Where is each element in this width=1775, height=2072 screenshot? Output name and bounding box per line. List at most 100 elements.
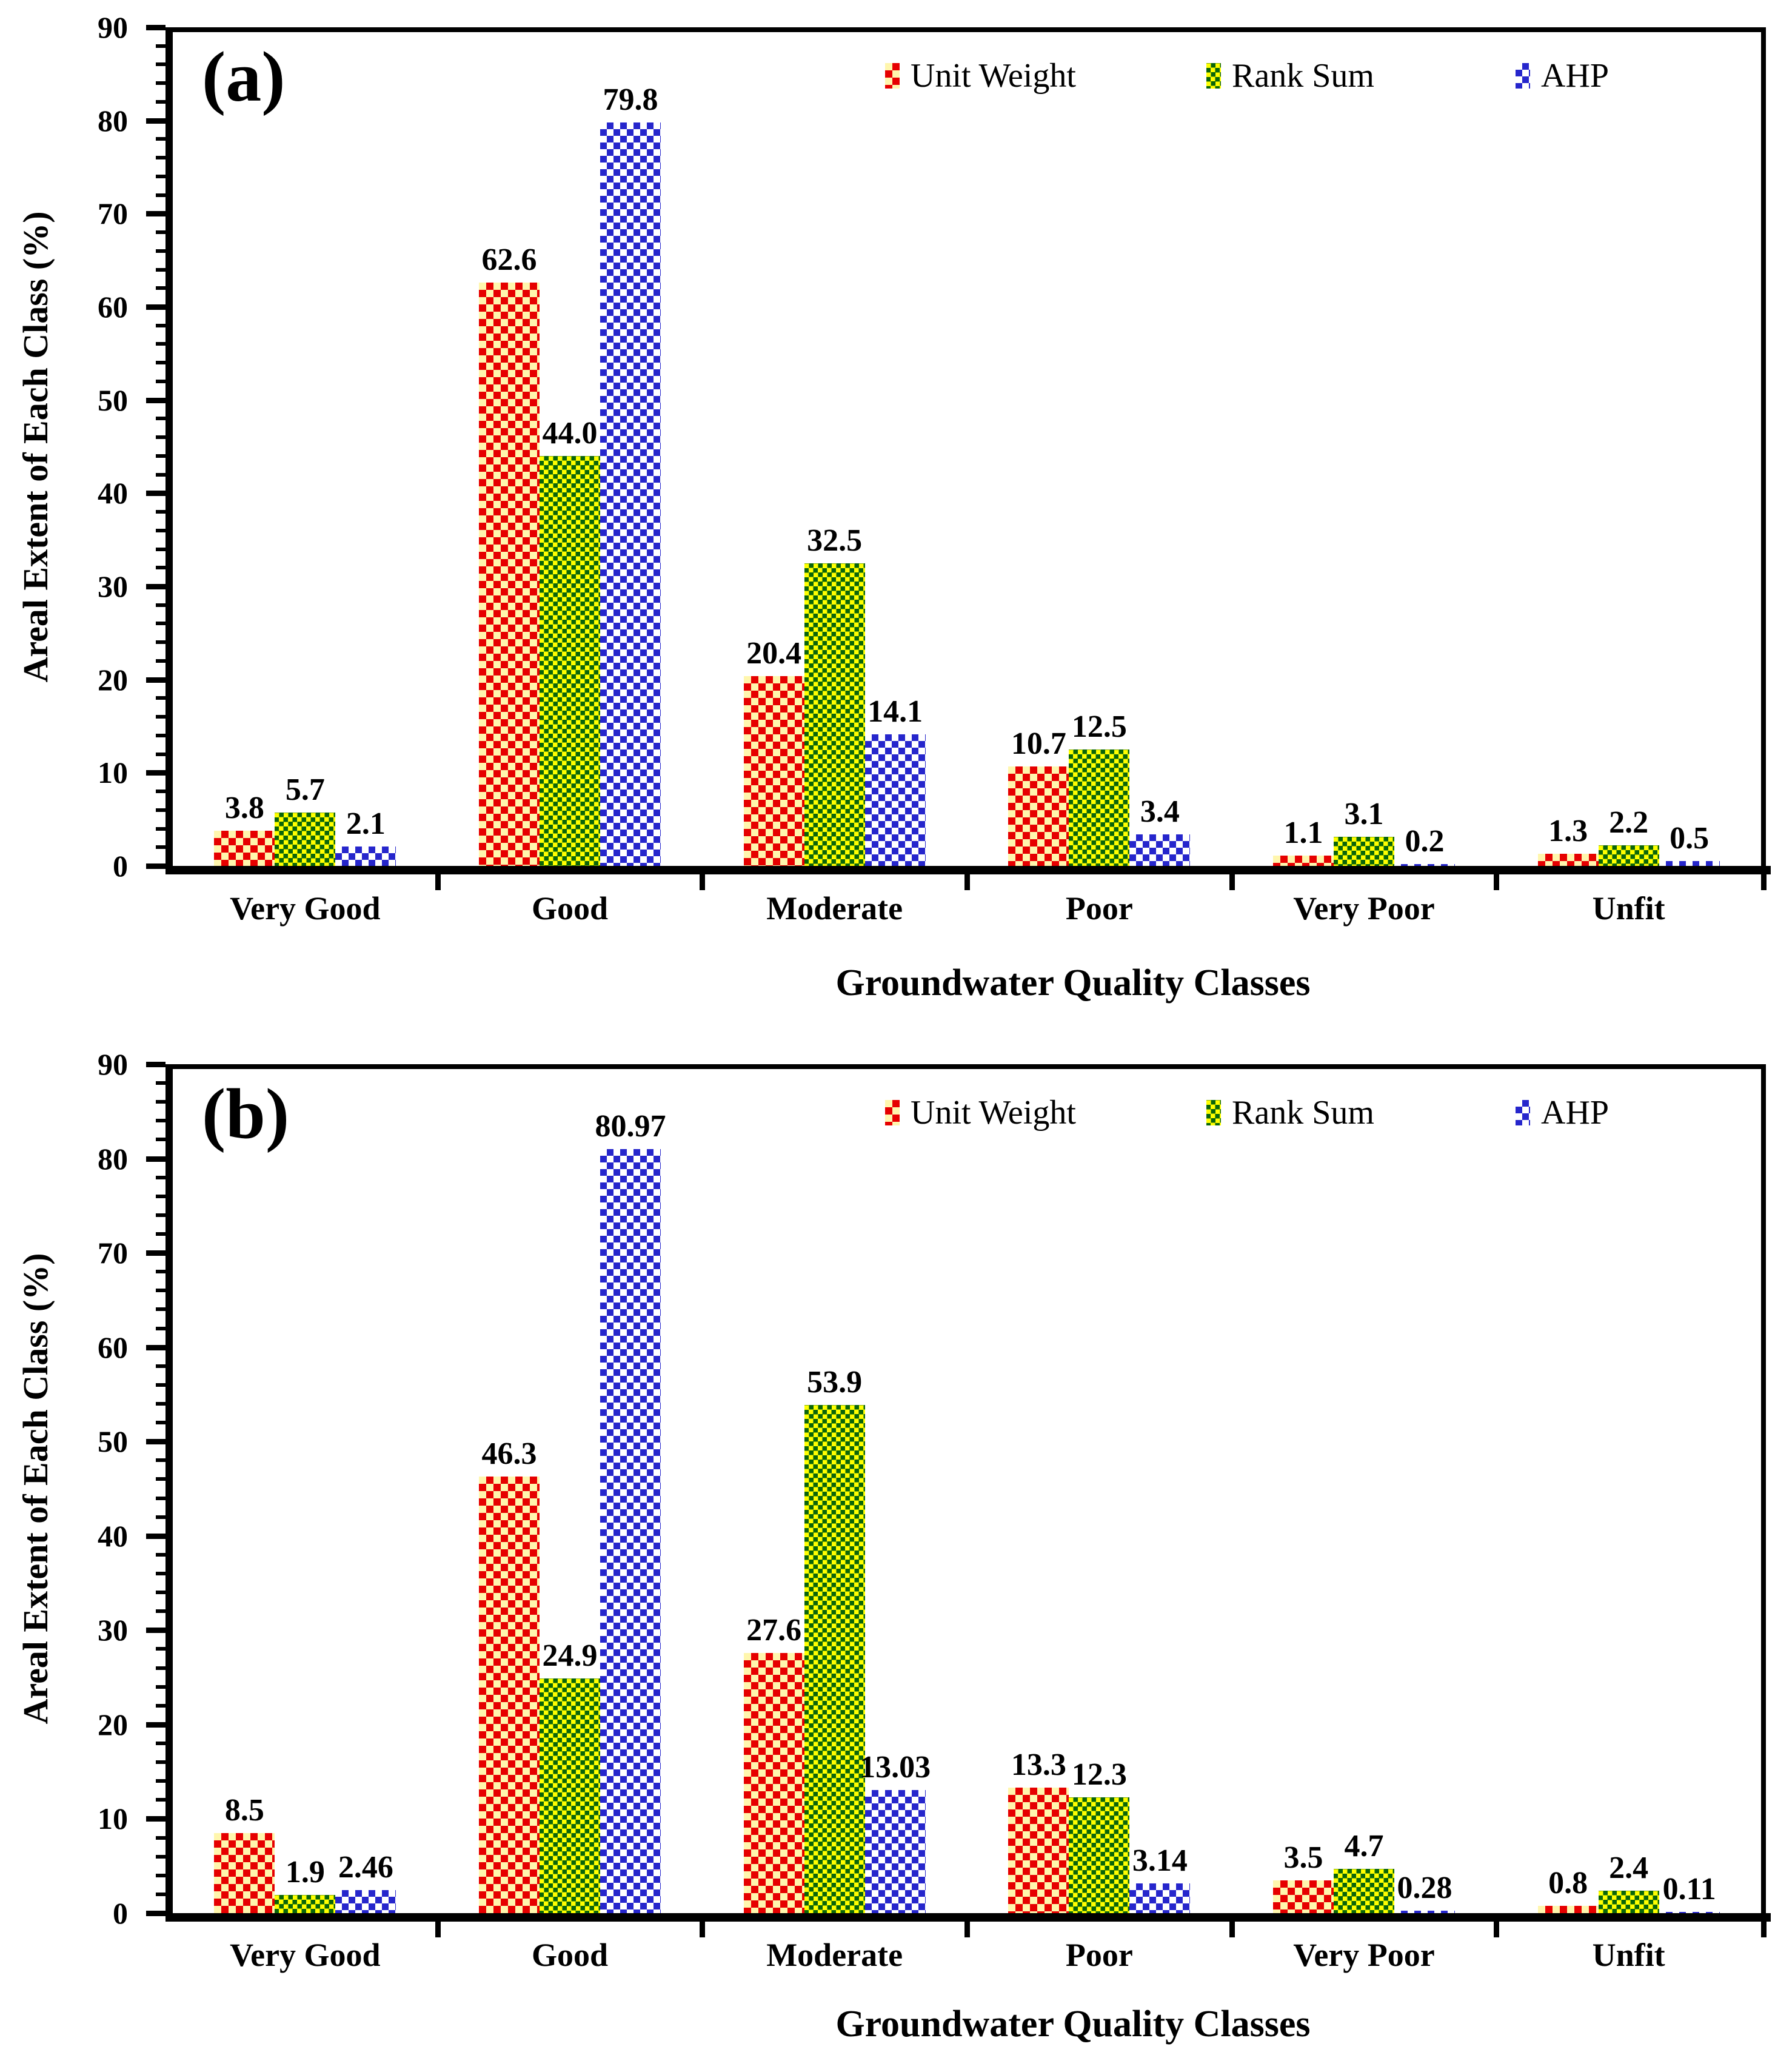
plot-area <box>173 1064 1766 1918</box>
value-label-rank-sum-very-poor: 3.1 <box>1344 797 1384 831</box>
y-minor-tick <box>156 1364 165 1368</box>
value-label-ahp-very-poor: 0.28 <box>1397 1871 1452 1905</box>
bar-rank-sum-very-good <box>275 813 336 866</box>
y-tick-label: 20 <box>98 662 128 697</box>
legend-swatch-ahp-icon <box>1516 63 1530 89</box>
value-label-rank-sum-unfit: 2.2 <box>1609 805 1649 840</box>
x-tick-label-unfit: Unfit <box>1592 890 1665 927</box>
y-major-tick <box>146 1628 165 1634</box>
legend-swatch-rank-sum-icon <box>1206 63 1221 89</box>
y-minor-tick <box>156 1836 165 1840</box>
y-major-tick <box>146 1533 165 1539</box>
y-minor-tick <box>156 249 165 253</box>
x-boundary-tick <box>1494 874 1500 890</box>
bar-rank-sum-very-poor <box>1334 1869 1394 1913</box>
x-boundary-tick <box>435 1922 441 1937</box>
y-minor-tick <box>156 733 165 737</box>
bar-ahp-poor <box>1129 1883 1191 1913</box>
y-major-tick <box>146 677 165 683</box>
y-tick-label: 30 <box>98 1613 128 1648</box>
x-tick-label-very-poor: Very Poor <box>1293 1937 1435 1973</box>
value-label-unit-weight-good: 62.6 <box>481 243 537 277</box>
y-minor-tick <box>156 62 165 67</box>
y-minor-tick <box>156 454 165 458</box>
y-minor-tick <box>156 1666 165 1670</box>
x-tick-label-very-good: Very Good <box>230 890 381 927</box>
y-minor-tick <box>156 1270 165 1274</box>
y-minor-tick <box>156 510 165 514</box>
x-tick-label-good: Good <box>531 890 609 927</box>
legend-swatch-ahp-icon <box>1516 1100 1530 1125</box>
plot-area <box>173 27 1766 871</box>
y-axis-line <box>165 1064 173 1922</box>
x-tick-label-unfit: Unfit <box>1592 1937 1665 1973</box>
y-minor-tick <box>156 1742 165 1745</box>
x-tick-label-very-good: Very Good <box>230 1937 381 1973</box>
y-minor-tick <box>156 286 165 290</box>
x-boundary-tick <box>964 1922 970 1937</box>
value-label-unit-weight-unfit: 0.8 <box>1548 1866 1588 1900</box>
y-minor-tick <box>156 826 165 831</box>
x-axis-title: Groundwater Quality Classes <box>835 2003 1311 2045</box>
y-minor-tick <box>156 1307 165 1312</box>
value-label-unit-weight-very-good: 8.5 <box>224 1793 264 1828</box>
y-tick-label: 0 <box>113 849 128 883</box>
y-minor-tick <box>156 81 165 85</box>
value-label-ahp-good: 79.8 <box>603 82 658 117</box>
y-minor-tick <box>156 1873 165 1877</box>
legend-label-rank-sum: Rank Sum <box>1232 1094 1374 1132</box>
x-tick-label-moderate: Moderate <box>766 890 903 927</box>
x-tick-label-poor: Poor <box>1065 1937 1133 1973</box>
y-major-tick <box>146 1816 165 1822</box>
y-minor-tick <box>156 659 165 663</box>
value-label-ahp-good: 80.97 <box>595 1109 666 1144</box>
value-label-ahp-unfit: 0.5 <box>1670 821 1710 856</box>
y-tick-label: 40 <box>98 476 128 511</box>
y-minor-tick <box>156 1760 165 1765</box>
value-label-rank-sum-poor: 12.5 <box>1071 709 1127 744</box>
bar-rank-sum-moderate <box>804 563 865 866</box>
value-label-ahp-poor: 3.14 <box>1132 1843 1188 1878</box>
y-minor-tick <box>156 1892 165 1896</box>
y-minor-tick <box>156 156 165 160</box>
y-tick-label: 0 <box>113 1896 128 1930</box>
y-minor-tick <box>156 566 165 570</box>
bar-unit-weight-good <box>479 283 540 866</box>
y-major-tick <box>146 491 165 497</box>
y-minor-tick <box>156 640 165 645</box>
value-label-unit-weight-unfit: 1.3 <box>1548 814 1588 848</box>
y-minor-tick <box>156 845 165 850</box>
bar-ahp-poor <box>1129 834 1191 866</box>
y-tick-label: 50 <box>98 1424 128 1459</box>
bar-unit-weight-moderate <box>743 1653 804 1913</box>
legend-label-ahp: AHP <box>1541 1094 1610 1132</box>
x-boundary-tick <box>435 874 441 890</box>
y-minor-tick <box>156 1458 165 1463</box>
y-minor-tick <box>156 808 165 812</box>
y-minor-tick <box>156 1798 165 1802</box>
y-minor-tick <box>156 696 165 700</box>
value-label-rank-sum-moderate: 32.5 <box>807 523 863 558</box>
value-label-unit-weight-poor: 13.3 <box>1011 1748 1066 1782</box>
y-minor-tick <box>156 715 165 719</box>
bar-rank-sum-poor <box>1069 749 1130 866</box>
x-axis-line <box>165 1913 1771 1922</box>
y-major-tick <box>146 1344 165 1350</box>
y-minor-tick <box>156 267 165 272</box>
bar-unit-weight-poor <box>1008 766 1069 866</box>
y-minor-tick <box>156 1496 165 1500</box>
y-minor-tick <box>156 1591 165 1595</box>
legend-label-rank-sum: Rank Sum <box>1232 57 1374 95</box>
bar-ahp-unfit <box>1659 1912 1720 1913</box>
y-major-tick <box>146 1156 165 1162</box>
y-minor-tick <box>156 622 165 626</box>
y-minor-tick <box>156 342 165 346</box>
legend-label-unit-weight: Unit Weight <box>911 1094 1076 1132</box>
y-minor-tick <box>156 1609 165 1614</box>
y-minor-tick <box>156 1138 165 1142</box>
x-boundary-tick <box>1761 1922 1767 1937</box>
legend-item-unit-weight: Unit Weight <box>885 1093 1076 1132</box>
y-major-tick <box>146 863 165 869</box>
y-minor-tick <box>156 99 165 104</box>
